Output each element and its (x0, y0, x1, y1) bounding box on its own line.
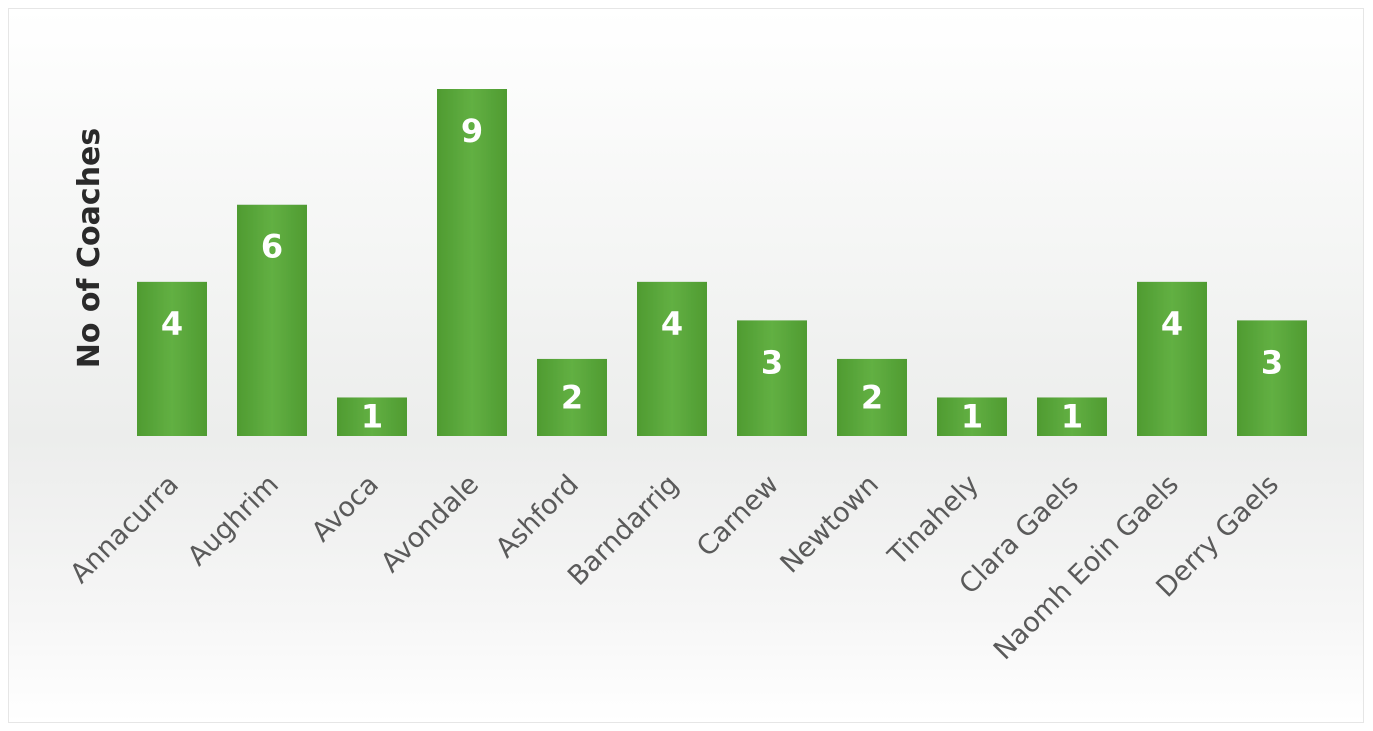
x-tick-label: Aughrim (182, 469, 285, 572)
data-label: 4 (1161, 305, 1183, 343)
bar-derry-gaels (1237, 320, 1307, 436)
data-label: 2 (561, 378, 583, 416)
y-axis-title: No of Coaches (72, 128, 107, 368)
data-label: 4 (161, 305, 183, 343)
data-label: 3 (1261, 343, 1283, 381)
data-label: 9 (461, 112, 483, 150)
data-label: 2 (861, 378, 883, 416)
bar-newtown (837, 358, 907, 436)
x-tick-label: Carnew (691, 469, 785, 563)
data-label: 1 (361, 398, 383, 436)
bar-carnew (737, 320, 807, 436)
bars-group (137, 89, 1307, 436)
bar-avoca (337, 397, 407, 436)
x-tick-label: Avoca (306, 469, 385, 548)
x-tick-label: Annacurra (64, 469, 185, 590)
bar-ashford (537, 358, 607, 436)
bar-tinahely (937, 397, 1007, 436)
data-label: 3 (761, 343, 783, 381)
x-tick-label: Naomh Eoin Gaels (988, 469, 1185, 666)
x-tick-label: Avondale (375, 469, 485, 579)
bar-annacurra (137, 281, 207, 436)
x-tick-label: Tinahely (882, 469, 985, 572)
data-label: 1 (961, 398, 983, 436)
data-label: 4 (661, 305, 683, 343)
x-tick-label: Ashford (490, 469, 585, 564)
bar-clara-gaels (1037, 397, 1107, 436)
data-label: 1 (1061, 398, 1083, 436)
x-tick-label: Newtown (774, 469, 884, 579)
data-label: 6 (261, 228, 283, 266)
bar-aughrim (237, 204, 307, 436)
bar-naomh-eoin-gaels (1137, 281, 1207, 436)
bar-avondale (437, 89, 507, 436)
bar-barndarrig (637, 281, 707, 436)
data-labels-group: 4 6 1 9 2 4 3 2 1 1 4 3 (161, 112, 1283, 436)
